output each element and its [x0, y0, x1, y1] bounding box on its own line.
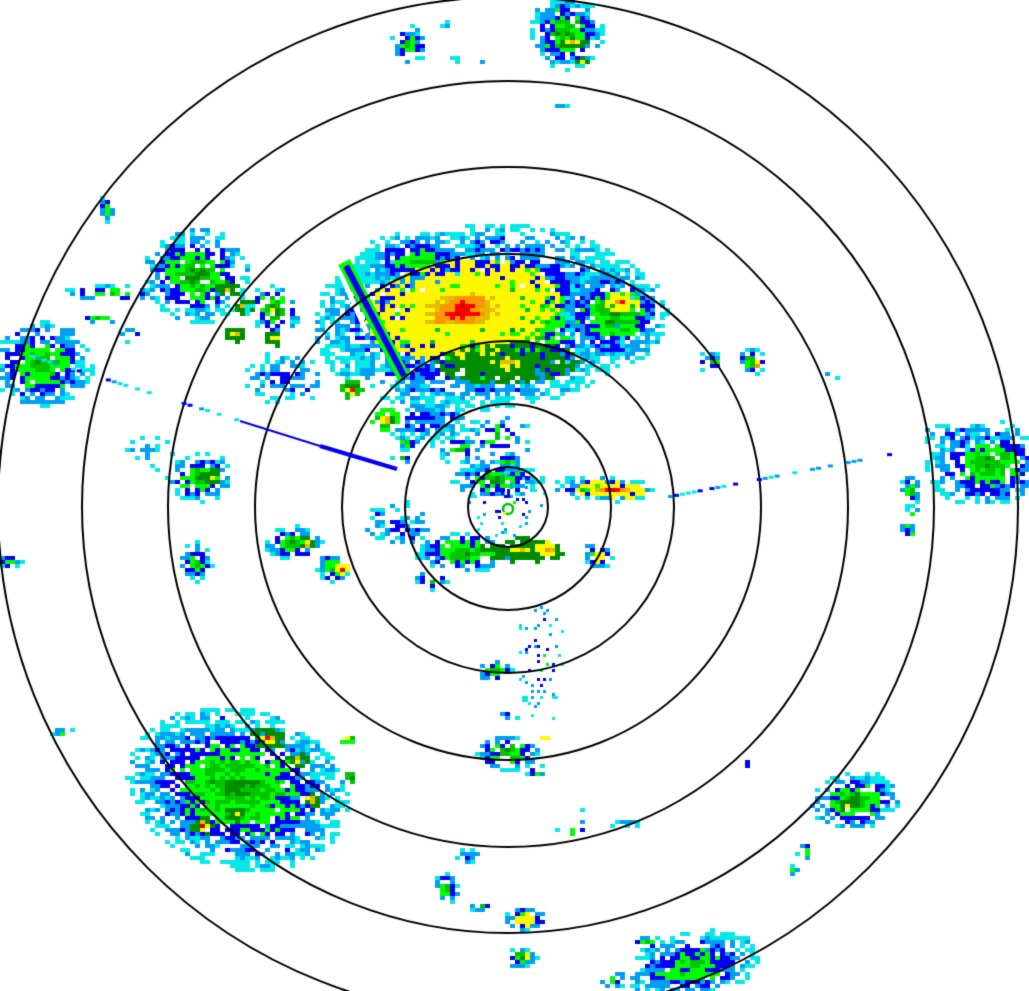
radar-reflectivity-canvas: [0, 0, 1029, 991]
radar-display: [0, 0, 1029, 991]
